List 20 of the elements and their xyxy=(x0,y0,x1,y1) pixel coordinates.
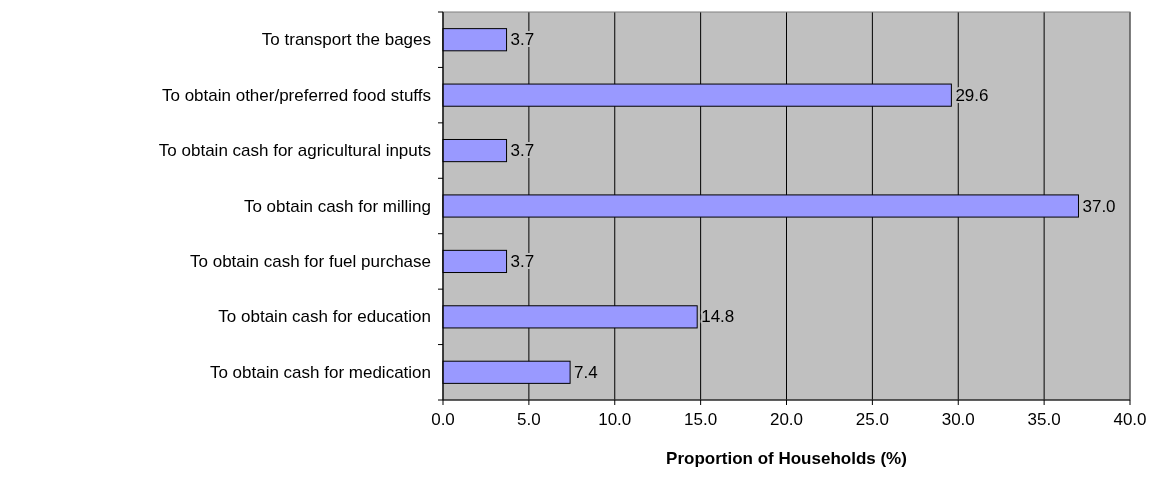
y-tick-label: To obtain cash for education xyxy=(218,307,431,327)
x-axis-title: Proportion of Households (%) xyxy=(666,449,907,468)
data-label: 37.0 xyxy=(1082,196,1116,216)
x-tick-label: 35.0 xyxy=(1027,410,1061,429)
x-tick-label: 25.0 xyxy=(855,410,889,429)
y-tick-label: To obtain cash for fuel purchase xyxy=(190,251,431,271)
x-tick-label: 30.0 xyxy=(941,410,975,429)
y-tick-label: To obtain other/preferred food stuffs xyxy=(161,85,431,105)
y-tick-label: To transport the bages xyxy=(261,30,431,50)
x-tick-label: 40.0 xyxy=(1113,410,1147,429)
x-tick-label: 10.0 xyxy=(598,410,632,429)
data-label: 14.8 xyxy=(701,307,735,327)
x-tick-label: 15.0 xyxy=(684,410,718,429)
y-tick-label: To obtain cash for milling xyxy=(243,196,431,216)
x-tick-label: 5.0 xyxy=(517,410,541,429)
y-tick-label: To obtain cash for medication xyxy=(209,362,431,382)
x-tick-label: 0.0 xyxy=(431,410,455,429)
x-tick-label: 20.0 xyxy=(769,410,804,429)
data-label: 7.4 xyxy=(574,362,598,382)
y-tick-label: To obtain cash for agricultural inputs xyxy=(158,141,431,161)
